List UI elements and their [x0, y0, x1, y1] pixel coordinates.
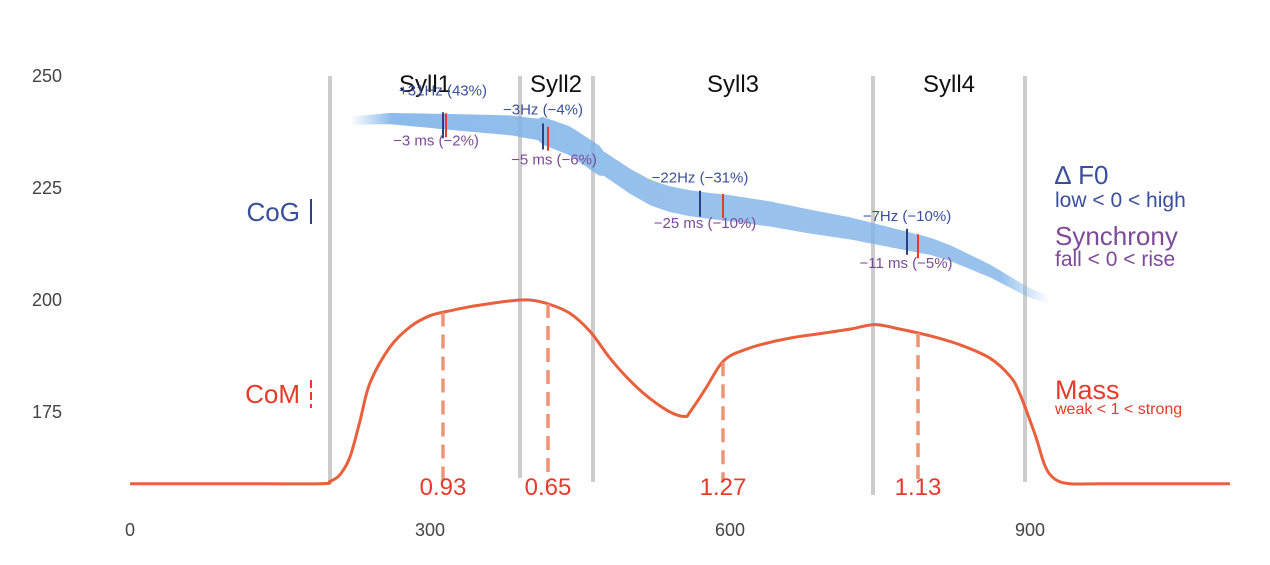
x-tick-label: 900 [1015, 520, 1045, 540]
y-tick-label: 225 [32, 178, 62, 198]
mass-value-label: 1.27 [700, 474, 747, 501]
labels: Syll1 Syll2 Syll3 Syll4 0.93 0.65 1.27 1.13 +31H… [393, 71, 975, 501]
synchrony-label: −5 ms (−6%) [511, 152, 597, 169]
mass-value-label: 0.65 [525, 474, 572, 501]
y-tick-label: 250 [32, 66, 62, 86]
com-legend-label: CoM [245, 379, 300, 409]
f0-change-label: −7Hz (−10%) [863, 208, 951, 225]
mass-value-label: 0.93 [420, 474, 467, 501]
mass-value-label: 1.13 [895, 474, 942, 501]
synchrony-label: −3 ms (−2%) [393, 132, 479, 149]
f0-change-label: −3Hz (−4%) [503, 101, 583, 118]
x-tick-label: 300 [415, 520, 445, 540]
x-tick-label: 600 [715, 520, 745, 540]
y-tick-label: 175 [32, 402, 62, 422]
synchrony-legend-scale: fall < 0 < rise [1055, 248, 1175, 271]
cog-legend-label: CoG [247, 197, 300, 227]
synchrony-legend-title: Synchrony [1055, 221, 1178, 251]
x-tick-label: 0 [125, 520, 135, 540]
com-curve-line [130, 298, 1230, 486]
synchrony-label: −25 ms (−10%) [654, 215, 757, 232]
f0-legend-scale: low < 0 < high [1055, 189, 1186, 212]
mass-legend-scale: weak < 1 < strong [1054, 401, 1182, 418]
f0-legend-title: ∆ F0 [1055, 160, 1108, 190]
com-curve [130, 298, 1230, 486]
y-tick-label: 200 [32, 290, 62, 310]
syllable-label: Syll1 [399, 71, 451, 98]
f0-change-label: −22Hz (−31%) [652, 170, 749, 187]
axes: 0 300 600 900 175 200 225 250 [32, 66, 1045, 540]
f0-change-label: +31Hz (43%) [399, 82, 487, 99]
markers [441, 112, 920, 482]
syllable-label: Syll3 [707, 71, 759, 98]
syllable-label: Syll2 [530, 71, 582, 98]
mass-legend-title: Mass [1055, 375, 1120, 405]
synchrony-label: −11 ms (−5%) [859, 255, 952, 272]
syllable-label: Syll4 [923, 71, 975, 98]
